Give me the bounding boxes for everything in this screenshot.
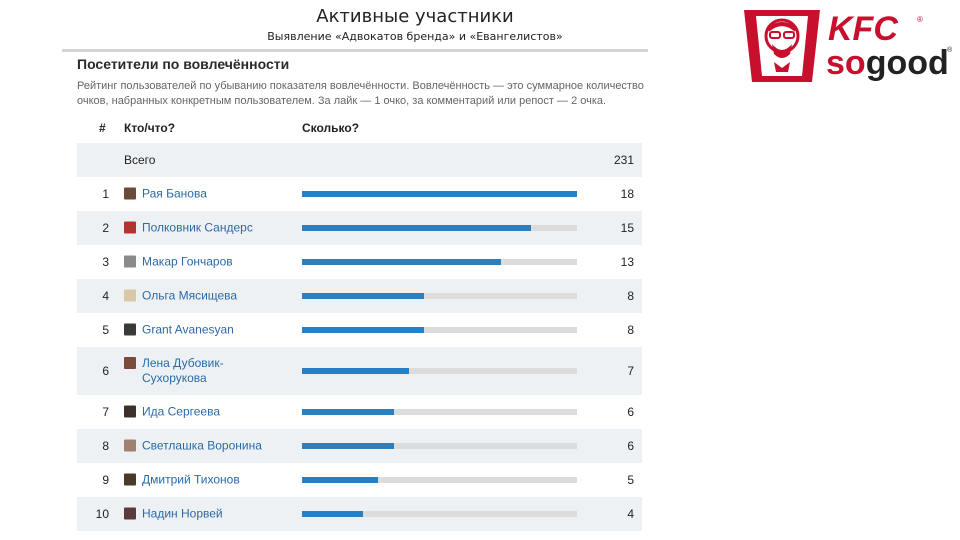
- rank-number: 1: [102, 187, 109, 201]
- engagement-count: 6: [627, 405, 634, 419]
- engagement-bar: [302, 511, 364, 517]
- engagement-bar-track: [302, 368, 577, 374]
- table-row: 2 Полковник Сандерс 15: [77, 211, 642, 245]
- user-cell: Ольга Мясищева: [124, 289, 237, 304]
- rank-number: 10: [95, 507, 109, 521]
- engagement-bar: [302, 293, 425, 299]
- user-cell: Лена Дубовик-Сухорукова: [124, 356, 262, 386]
- engagement-count: 4: [627, 507, 634, 521]
- engagement-bar-track: [302, 259, 577, 265]
- sogood-wordmark: sogood: [826, 44, 949, 82]
- column-header-how-many[interactable]: Сколько?: [302, 121, 360, 135]
- engagement-count: 18: [620, 187, 634, 201]
- avatar[interactable]: [124, 507, 136, 520]
- user-name-link[interactable]: Лена Дубовик-Сухорукова: [142, 356, 224, 385]
- user-cell: Grant Avanesyan: [124, 323, 234, 338]
- rank-number: 7: [102, 405, 109, 419]
- avatar[interactable]: [124, 357, 136, 369]
- user-name-link[interactable]: Надин Норвей: [142, 506, 223, 521]
- user-cell: Ида Сергеева: [124, 405, 220, 420]
- table-row: 10 Надин Норвей 4: [77, 497, 642, 531]
- table-row: 6 Лена Дубовик-Сухорукова 7: [77, 347, 642, 395]
- user-cell: Макар Гончаров: [124, 255, 233, 270]
- table-row: 8 Светлашка Воронина 6: [77, 429, 642, 463]
- avatar[interactable]: [124, 323, 136, 336]
- user-name-link[interactable]: Макар Гончаров: [142, 254, 233, 269]
- table-row: 9 Дмитрий Тихонов 5: [77, 463, 642, 497]
- engagement-count: 6: [627, 439, 634, 453]
- table-row: 3 Макар Гончаров 13: [77, 245, 642, 279]
- engagement-count: 13: [620, 255, 634, 269]
- user-cell: Дмитрий Тихонов: [124, 473, 240, 488]
- engagement-count: 8: [627, 323, 634, 337]
- total-row: Всего 231: [77, 143, 642, 177]
- engagement-table: Всего 231 1 Рая Банова 18 2 Полковник Сандер…: [77, 143, 642, 531]
- user-cell: Полковник Сандерс: [124, 221, 253, 236]
- engagement-bar: [302, 368, 409, 374]
- engagement-bar: [302, 443, 394, 449]
- rank-number: 8: [102, 439, 109, 453]
- engagement-bar: [302, 409, 394, 415]
- engagement-bar-track: [302, 511, 577, 517]
- engagement-bar-track: [302, 191, 577, 197]
- engagement-bar-track: [302, 225, 577, 231]
- engagement-count: 7: [627, 364, 634, 378]
- user-name-link[interactable]: Рая Банова: [142, 186, 207, 201]
- table-row: 7 Ида Сергеева 6: [77, 395, 642, 429]
- engagement-count: 8: [627, 289, 634, 303]
- avatar[interactable]: [124, 439, 136, 452]
- engagement-count: 5: [627, 473, 634, 487]
- slide-subtitle: Выявление «Адвокатов бренда» и «Евангели…: [267, 30, 563, 43]
- engagement-bar-track: [302, 443, 577, 449]
- avatar[interactable]: [124, 289, 136, 302]
- engagement-bar-track: [302, 327, 577, 333]
- table-row: 1 Рая Банова 18: [77, 177, 642, 211]
- engagement-bar: [302, 259, 501, 265]
- widget-title: Посетители по вовлечённости: [77, 56, 290, 72]
- engagement-bar-track: [302, 293, 577, 299]
- svg-text:®: ®: [947, 46, 953, 54]
- rank-number: 4: [102, 289, 109, 303]
- user-name-link[interactable]: Ида Сергеева: [142, 404, 221, 419]
- avatar[interactable]: [124, 405, 136, 418]
- engagement-bar: [302, 225, 532, 231]
- rank-number: 2: [102, 221, 109, 235]
- engagement-bar-track: [302, 409, 577, 415]
- user-name-link[interactable]: Полковник Сандерс: [142, 220, 253, 235]
- user-name-link[interactable]: Светлашка Воронина: [142, 438, 262, 453]
- slide-title: Активные участники: [316, 6, 514, 27]
- rank-number: 3: [102, 255, 109, 269]
- total-value: 231: [613, 153, 634, 167]
- kfc-logo: KFC ® sogood ®: [744, 10, 953, 82]
- user-name-link[interactable]: Дмитрий Тихонов: [142, 472, 240, 487]
- engagement-bar: [302, 477, 379, 483]
- total-label: Всего: [124, 153, 156, 167]
- top-divider: [62, 49, 648, 52]
- avatar[interactable]: [124, 221, 136, 234]
- kfc-wordmark: KFC: [828, 10, 898, 48]
- rank-number: 6: [102, 364, 109, 378]
- user-cell: Светлашка Воронина: [124, 439, 262, 454]
- user-cell: Надин Норвей: [124, 507, 223, 522]
- avatar[interactable]: [124, 255, 136, 268]
- rank-number: 5: [102, 323, 109, 337]
- avatar[interactable]: [124, 473, 136, 486]
- user-name-link[interactable]: Ольга Мясищева: [142, 288, 238, 303]
- table-row: 5 Grant Avanesyan 8: [77, 313, 642, 347]
- avatar[interactable]: [124, 187, 136, 200]
- widget-description: Рейтинг пользователей по убыванию показа…: [77, 80, 644, 107]
- colonel-sanders-icon: [744, 10, 820, 82]
- svg-text:®: ®: [917, 15, 923, 24]
- user-name-link[interactable]: Grant Avanesyan: [142, 322, 234, 337]
- user-cell: Рая Банова: [124, 187, 207, 202]
- engagement-bar: [302, 191, 577, 197]
- column-header-rank[interactable]: #: [99, 121, 106, 135]
- rank-number: 9: [102, 473, 109, 487]
- engagement-bar: [302, 327, 425, 333]
- column-header-who[interactable]: Кто/что?: [124, 121, 176, 135]
- engagement-bar-track: [302, 477, 577, 483]
- engagement-count: 15: [620, 221, 634, 235]
- table-row: 4 Ольга Мясищева 8: [77, 279, 642, 313]
